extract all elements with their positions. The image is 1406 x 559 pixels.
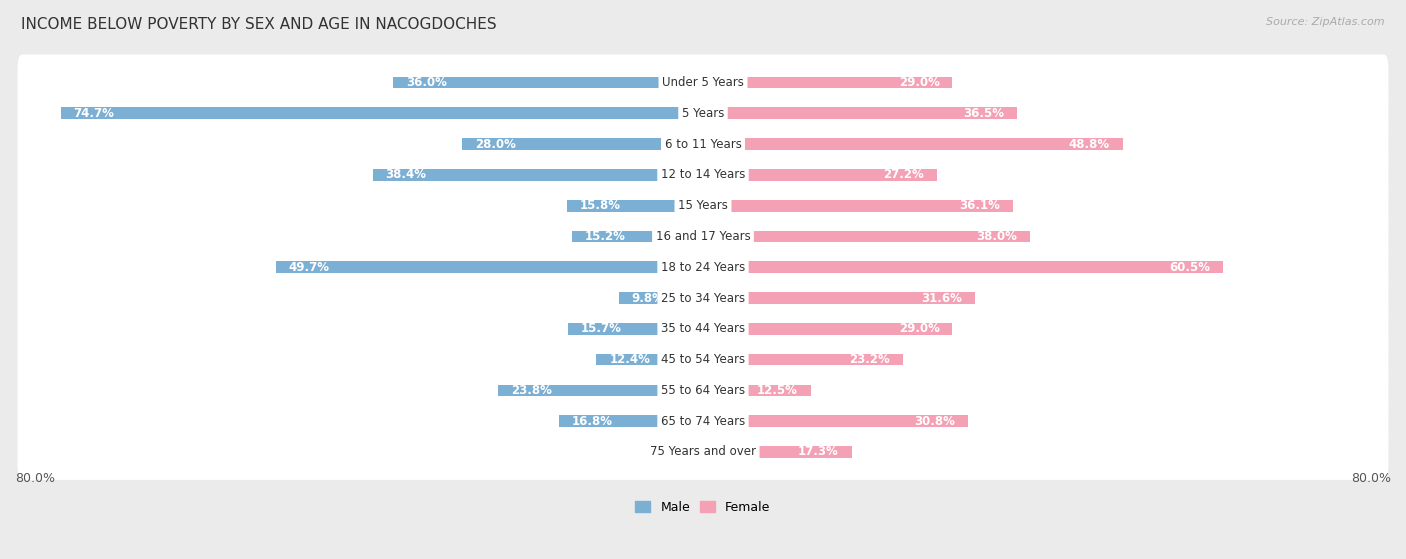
- Text: 29.0%: 29.0%: [898, 76, 939, 89]
- Text: 38.0%: 38.0%: [976, 230, 1017, 243]
- Text: 80.0%: 80.0%: [1351, 472, 1391, 485]
- Bar: [60, 107, 703, 119]
- Bar: [703, 169, 936, 181]
- Text: 23.2%: 23.2%: [849, 353, 890, 366]
- FancyBboxPatch shape: [18, 424, 1388, 480]
- Text: 31.6%: 31.6%: [921, 292, 962, 305]
- Bar: [276, 262, 703, 273]
- Bar: [568, 323, 703, 335]
- Bar: [394, 77, 703, 88]
- Bar: [703, 107, 1017, 119]
- Bar: [703, 446, 852, 458]
- FancyBboxPatch shape: [18, 270, 1388, 326]
- Text: 16 and 17 Years: 16 and 17 Years: [655, 230, 751, 243]
- Text: 29.0%: 29.0%: [898, 323, 939, 335]
- Text: 27.2%: 27.2%: [883, 168, 924, 182]
- Bar: [596, 354, 703, 366]
- Text: 49.7%: 49.7%: [288, 260, 329, 274]
- Text: INCOME BELOW POVERTY BY SEX AND AGE IN NACOGDOCHES: INCOME BELOW POVERTY BY SEX AND AGE IN N…: [21, 17, 496, 32]
- FancyBboxPatch shape: [18, 239, 1388, 295]
- Text: 16.8%: 16.8%: [571, 415, 613, 428]
- FancyBboxPatch shape: [18, 147, 1388, 203]
- Bar: [567, 200, 703, 211]
- Text: 23.8%: 23.8%: [512, 384, 553, 397]
- Text: 28.0%: 28.0%: [475, 138, 516, 150]
- Bar: [703, 262, 1223, 273]
- FancyBboxPatch shape: [18, 331, 1388, 387]
- Bar: [703, 323, 952, 335]
- Text: 55 to 64 Years: 55 to 64 Years: [661, 384, 745, 397]
- FancyBboxPatch shape: [18, 178, 1388, 234]
- Text: 80.0%: 80.0%: [15, 472, 55, 485]
- Bar: [703, 385, 810, 396]
- Text: 15 Years: 15 Years: [678, 199, 728, 212]
- Text: 9.8%: 9.8%: [631, 292, 665, 305]
- Bar: [558, 415, 703, 427]
- Text: 30.8%: 30.8%: [914, 415, 955, 428]
- Text: 36.0%: 36.0%: [406, 76, 447, 89]
- Text: 38.4%: 38.4%: [385, 168, 426, 182]
- Bar: [619, 292, 703, 304]
- Text: 65 to 74 Years: 65 to 74 Years: [661, 415, 745, 428]
- Text: 15.2%: 15.2%: [585, 230, 626, 243]
- Bar: [463, 138, 703, 150]
- Bar: [703, 138, 1122, 150]
- Text: Source: ZipAtlas.com: Source: ZipAtlas.com: [1267, 17, 1385, 27]
- FancyBboxPatch shape: [18, 362, 1388, 418]
- Text: 48.8%: 48.8%: [1069, 138, 1109, 150]
- Text: 75 Years and over: 75 Years and over: [650, 446, 756, 458]
- Bar: [703, 292, 974, 304]
- Bar: [498, 385, 703, 396]
- Text: 36.1%: 36.1%: [960, 199, 1001, 212]
- Text: 60.5%: 60.5%: [1170, 260, 1211, 274]
- Bar: [703, 354, 903, 366]
- Text: 12.5%: 12.5%: [756, 384, 797, 397]
- FancyBboxPatch shape: [18, 393, 1388, 449]
- Bar: [690, 446, 703, 458]
- Text: 17.3%: 17.3%: [799, 446, 839, 458]
- Text: 15.8%: 15.8%: [581, 199, 621, 212]
- Text: 36.5%: 36.5%: [963, 107, 1004, 120]
- Bar: [703, 415, 967, 427]
- FancyBboxPatch shape: [18, 116, 1388, 172]
- FancyBboxPatch shape: [18, 55, 1388, 111]
- FancyBboxPatch shape: [18, 209, 1388, 264]
- FancyBboxPatch shape: [18, 86, 1388, 141]
- Text: 15.7%: 15.7%: [581, 323, 621, 335]
- Text: 74.7%: 74.7%: [73, 107, 114, 120]
- Text: 12.4%: 12.4%: [609, 353, 650, 366]
- Text: 6 to 11 Years: 6 to 11 Years: [665, 138, 741, 150]
- FancyBboxPatch shape: [18, 301, 1388, 357]
- Text: 18 to 24 Years: 18 to 24 Years: [661, 260, 745, 274]
- Bar: [703, 231, 1029, 242]
- Text: 45 to 54 Years: 45 to 54 Years: [661, 353, 745, 366]
- Bar: [703, 77, 952, 88]
- Text: 1.5%: 1.5%: [652, 446, 682, 458]
- Text: 25 to 34 Years: 25 to 34 Years: [661, 292, 745, 305]
- Legend: Male, Female: Male, Female: [630, 496, 776, 519]
- Text: Under 5 Years: Under 5 Years: [662, 76, 744, 89]
- Bar: [703, 200, 1014, 211]
- Text: 12 to 14 Years: 12 to 14 Years: [661, 168, 745, 182]
- Bar: [572, 231, 703, 242]
- Bar: [373, 169, 703, 181]
- Text: 5 Years: 5 Years: [682, 107, 724, 120]
- Text: 35 to 44 Years: 35 to 44 Years: [661, 323, 745, 335]
